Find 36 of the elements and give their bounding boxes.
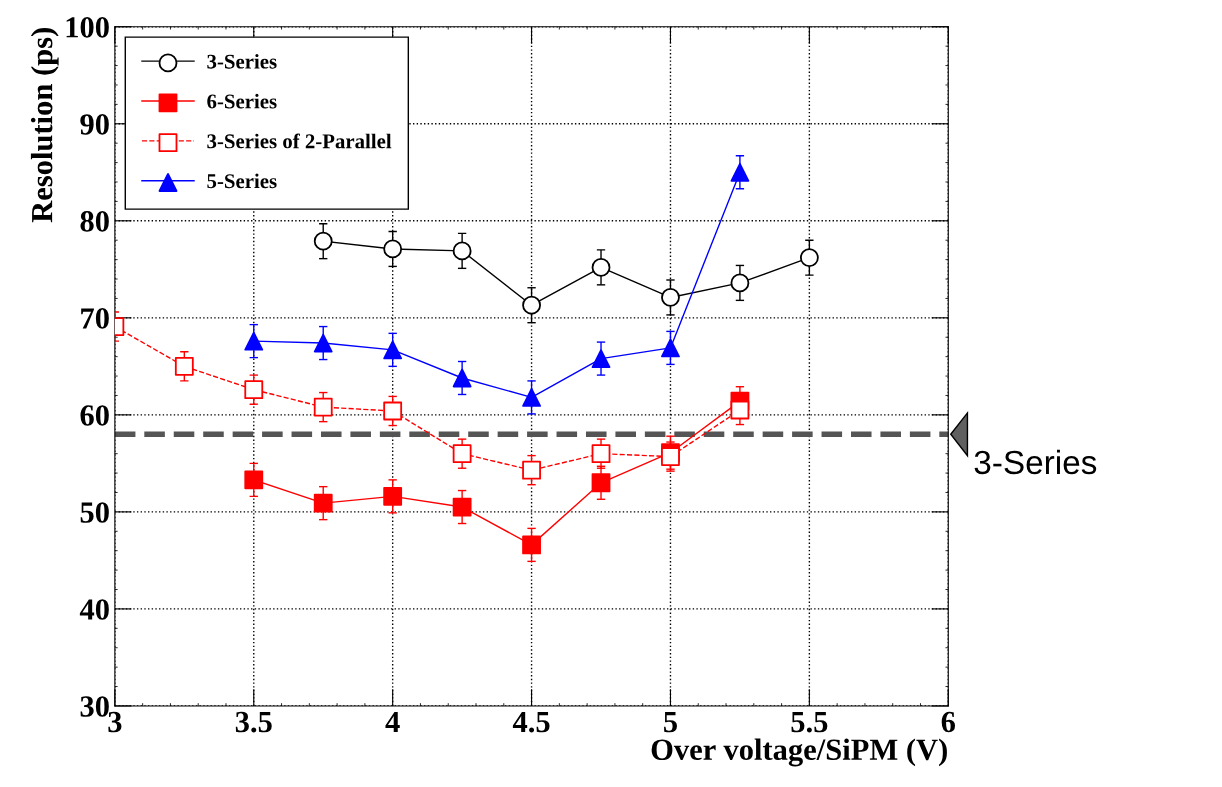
legend-label: 3-Series of 2-Parallel (207, 133, 392, 149)
x-tick-label: 6 (941, 711, 956, 733)
y-axis-title: Resolution (ps) (30, 28, 59, 223)
point (730, 162, 750, 182)
point (313, 333, 333, 353)
ref-line-label: 3-Series (974, 449, 1097, 475)
x-tick-label: 5 (664, 711, 677, 733)
y-tick-label: 90 (80, 114, 109, 135)
point (383, 340, 403, 360)
legend-label: 6-Series (207, 93, 277, 109)
x-tick-label: 4 (385, 711, 400, 732)
point (244, 470, 264, 490)
y-tick-label: 30 (80, 696, 109, 717)
point (591, 473, 611, 493)
legend-label: 5-Series (207, 173, 277, 189)
x-tick-label: 4.5 (512, 711, 550, 733)
point (522, 535, 541, 555)
x-tick-label: 5.5 (791, 711, 828, 733)
point (313, 493, 333, 513)
y-tick-label: 100 (66, 17, 109, 38)
x-axis-title: Over voltage/SiPM (V) (651, 738, 947, 767)
point (383, 486, 403, 506)
point (452, 497, 472, 517)
y-tick-label: 50 (80, 502, 109, 523)
x-tick-label: 3 (108, 711, 122, 733)
y-tick-label: 70 (81, 308, 109, 329)
point (661, 338, 680, 358)
point (452, 368, 472, 388)
point (522, 387, 541, 407)
y-tick-label: 60 (80, 405, 109, 426)
y-tick-label: 40 (79, 599, 109, 620)
x-tick-label: 3.5 (235, 711, 272, 733)
y-tick-label: 80 (80, 211, 109, 232)
legend-label: 3-Series (207, 53, 277, 69)
point (244, 331, 264, 351)
point (591, 349, 611, 368)
